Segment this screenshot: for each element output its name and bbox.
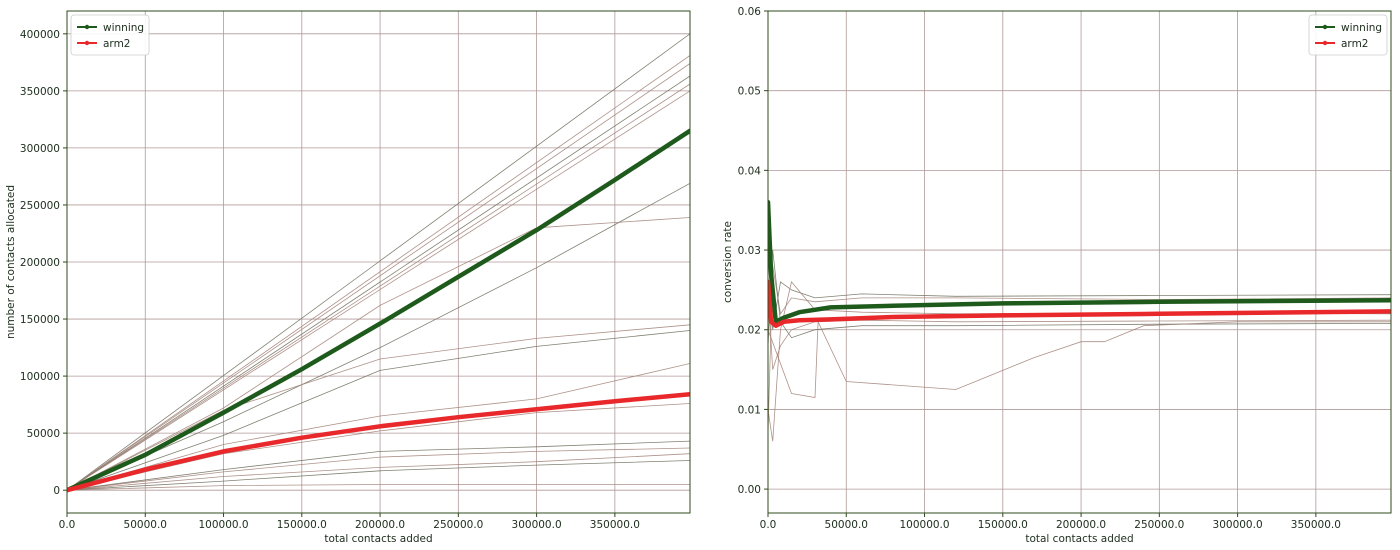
series-line-winning — [768, 199, 1391, 325]
left-chart-panel: 0.0 50000.0 100000.0 150000.0 200000.0 250000… — [5, 10, 691, 545]
background-run-line — [67, 33, 690, 491]
y-tick-label: 400000 — [20, 29, 60, 41]
series-line-arm2 — [768, 279, 1391, 328]
x-tick-label: 50000.0 — [124, 519, 167, 531]
x-tick-label: 50000.0 — [825, 519, 868, 531]
legend-box — [1308, 14, 1388, 56]
legend-label-arm2: arm2 — [103, 38, 130, 50]
background-run-line — [67, 63, 690, 491]
x-tick-label: 250000.0 — [433, 519, 483, 531]
background-run-line — [67, 324, 690, 491]
x-tick-label: 0.0 — [59, 519, 76, 531]
legend-swatch-marker — [1322, 40, 1328, 46]
x-tick-label: 0.0 — [760, 519, 777, 531]
y-tick-label: 0.05 — [738, 86, 761, 98]
series-line-arm2 — [67, 392, 690, 493]
y-tick-label: 0 — [53, 485, 60, 497]
plot-area — [768, 199, 1391, 442]
background-run-line — [67, 403, 690, 491]
x-tick-label: 200000.0 — [1056, 519, 1106, 531]
background-run-line — [67, 363, 690, 491]
legend-swatch-marker — [1322, 24, 1328, 30]
x-tick-label: 300000.0 — [1213, 519, 1263, 531]
background-run-line — [67, 55, 690, 491]
y-tick-label: 0.02 — [738, 325, 761, 337]
x-tick-label: 150000.0 — [277, 519, 327, 531]
x-tick-label: 100000.0 — [198, 519, 248, 531]
background-run-line — [67, 330, 690, 491]
legend-label-arm2: arm2 — [1341, 38, 1368, 50]
background-run-line — [67, 217, 690, 491]
x-tick-label: 300000.0 — [512, 519, 562, 531]
y-tick-label: 100000 — [20, 371, 60, 383]
legend-swatch-marker — [84, 24, 90, 30]
x-tick-label: 350000.0 — [1291, 519, 1341, 531]
background-run-line — [768, 321, 1391, 398]
x-axis-label: total contacts added — [324, 533, 432, 545]
x-tick-label: 100000.0 — [899, 519, 949, 531]
background-run-line — [67, 460, 690, 491]
y-tick-label: 300000 — [20, 143, 60, 155]
legend-box — [70, 14, 150, 56]
y-tick-label: 50000 — [27, 428, 60, 440]
x-tick-label: 250000.0 — [1134, 519, 1184, 531]
legend-label-winning: winning — [1341, 22, 1382, 34]
background-run-line — [67, 182, 690, 491]
y-tick-label: 0.06 — [738, 6, 762, 18]
y-tick-label: 250000 — [20, 200, 60, 212]
background-run-line — [67, 453, 690, 491]
y-tick-label: 0.04 — [738, 165, 762, 177]
background-run-line — [67, 484, 690, 491]
background-run-line — [67, 447, 690, 491]
legend: winning arm2 — [70, 14, 150, 56]
legend-swatch-marker — [84, 40, 90, 46]
x-tick-label: 350000.0 — [590, 519, 640, 531]
y-tick-label: 0.01 — [738, 404, 761, 416]
y-tick-label: 200000 — [20, 257, 60, 269]
background-run-line — [67, 90, 690, 491]
axes-frame — [767, 10, 1392, 514]
background-run-line — [768, 265, 1391, 434]
background-run-line — [67, 75, 690, 491]
y-tick-label: 0.00 — [738, 484, 761, 496]
legend: winning arm2 — [1308, 14, 1388, 56]
plot-area — [67, 33, 690, 493]
x-axis-label: total contacts added — [1025, 533, 1133, 545]
background-run-line — [67, 440, 690, 491]
y-axis-label: number of contacts allocated — [5, 185, 17, 339]
y-tick-label: 150000 — [20, 314, 60, 326]
series-line-winning — [67, 128, 690, 493]
y-tick-label: 0.03 — [738, 245, 761, 257]
right-chart-panel: 0.0 50000.0 100000.0 150000.0 200000.0 250000… — [722, 6, 1392, 545]
legend-label-winning: winning — [103, 22, 144, 34]
x-tick-label: 150000.0 — [978, 519, 1028, 531]
x-tick-label: 200000.0 — [355, 519, 405, 531]
y-axis-label: conversion rate — [722, 221, 734, 303]
y-tick-label: 350000 — [20, 86, 60, 98]
background-run-line — [768, 249, 1391, 346]
background-run-line — [67, 83, 690, 491]
